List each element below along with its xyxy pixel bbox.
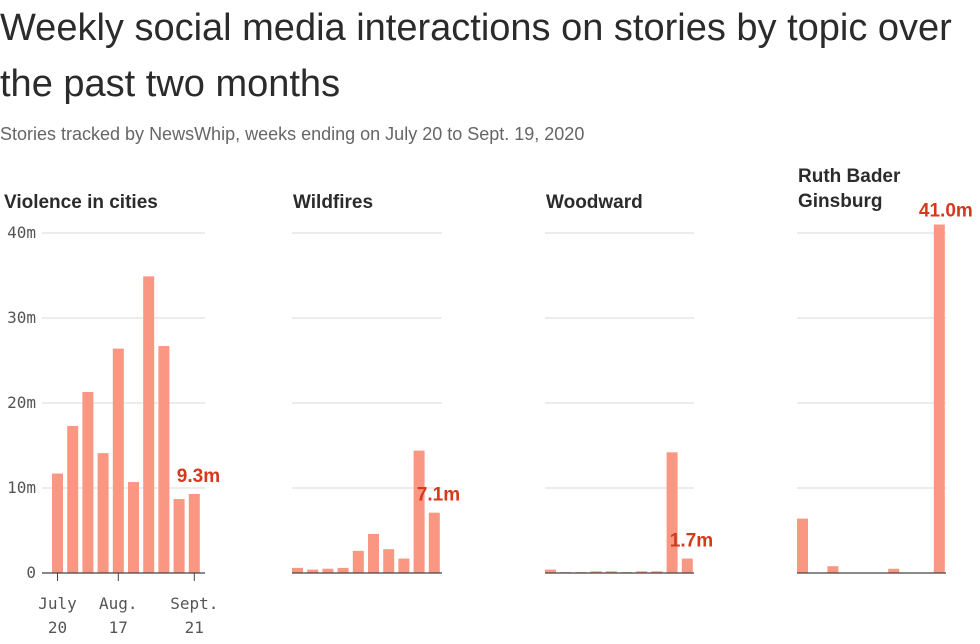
bar — [188, 493, 200, 573]
chart-title: Weekly social media interactions on stor… — [0, 7, 952, 105]
x-tick-label: Aug. — [99, 594, 138, 613]
panel-title-rbg: Ruth Bader Ginsburg — [798, 166, 901, 212]
bar — [368, 533, 379, 573]
value-label: 9.3m — [177, 466, 220, 487]
bar — [82, 391, 94, 573]
bar — [428, 512, 440, 573]
bar — [827, 566, 839, 573]
bar — [398, 558, 410, 573]
y-tick-label: 0 — [26, 563, 36, 582]
x-tick-label: 17 — [109, 618, 128, 637]
bar — [413, 450, 425, 573]
bar — [52, 473, 63, 573]
value-label: 1.7m — [670, 531, 713, 552]
bar — [666, 452, 678, 573]
value-label: 7.1m — [417, 485, 460, 506]
x-tick-label: 21 — [185, 618, 204, 637]
bar — [173, 499, 185, 573]
y-tick-label: 10m — [7, 478, 36, 497]
value-label: 41.0m — [919, 201, 973, 222]
bar — [337, 567, 349, 573]
bar — [67, 425, 79, 573]
bar — [383, 549, 395, 573]
x-tick-label: July — [38, 594, 77, 613]
bar — [128, 482, 139, 573]
panel-title-violence: Violence in cities — [4, 192, 158, 213]
bar — [636, 571, 648, 573]
bar — [322, 568, 334, 573]
bar — [797, 518, 808, 573]
bar — [681, 558, 693, 573]
panel-title-wildfires: Wildfires — [293, 192, 374, 213]
bar — [545, 569, 556, 573]
bar — [143, 276, 155, 573]
bar — [605, 571, 617, 573]
bar — [590, 571, 602, 573]
bar — [158, 346, 170, 573]
x-tick-label: 20 — [48, 618, 67, 637]
y-tick-label: 30m — [7, 308, 36, 327]
bar — [352, 550, 364, 573]
bar — [97, 453, 109, 573]
panel-title-woodward: Woodward — [546, 192, 643, 213]
bar — [112, 348, 124, 573]
bar — [651, 571, 663, 573]
y-tick-label: 40m — [7, 223, 36, 242]
bar — [307, 569, 319, 573]
bar — [933, 224, 945, 573]
y-tick-label: 20m — [7, 393, 36, 412]
bar — [292, 567, 303, 573]
x-tick-label: Sept. — [170, 594, 218, 613]
chart-subtitle: Stories tracked by NewsWhip, weeks endin… — [0, 124, 585, 144]
bar — [888, 568, 900, 573]
